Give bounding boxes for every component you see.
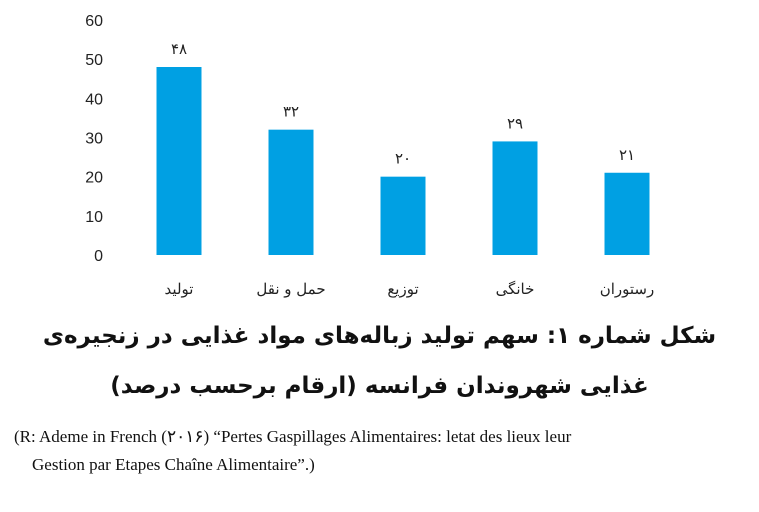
y-tick-label: 20 xyxy=(85,170,103,187)
x-category-label: تولید xyxy=(165,280,194,298)
bar-chart: 0 10 20 30 40 50 60 ۴۸ تولید ۳۲ حمل و نقل ۲۰ توزیع ۲۹… xyxy=(85,13,655,298)
data-label: ۴۸ xyxy=(171,40,187,58)
y-tick-label: 30 xyxy=(85,131,103,148)
figure-caption-line-2: غذایی شهروندان فرانسه (ارقام برحسب درصد) xyxy=(110,373,649,399)
y-tick-label: 10 xyxy=(85,209,103,226)
source-citation-line-2: Gestion par Etapes Chaîne Alimentaire”.) xyxy=(32,455,315,474)
bar xyxy=(380,176,426,255)
x-category-label: توزیع xyxy=(387,280,418,298)
y-tick-label: 0 xyxy=(94,248,103,265)
x-category-label: حمل و نقل xyxy=(256,280,325,298)
x-category-label: رستوران xyxy=(600,280,655,298)
data-label: ۳۲ xyxy=(283,103,299,121)
bar xyxy=(604,172,650,255)
y-tick-label: 40 xyxy=(85,91,103,108)
figure-caption-line-1: شکل شماره ۱: سهم تولید زباله‌های مواد غذ… xyxy=(42,323,717,349)
bar xyxy=(492,141,538,255)
y-tick-label: 50 xyxy=(85,52,103,69)
x-category-label: خانگی xyxy=(496,280,535,298)
data-label: ۲۹ xyxy=(507,114,523,132)
y-tick-label: 60 xyxy=(85,13,103,30)
data-label: ۲۱ xyxy=(619,146,635,164)
data-label: ۲۰ xyxy=(395,150,411,168)
bar xyxy=(268,129,314,255)
source-citation-line-1: (R: Ademe in French (۲۰۱۶) “Pertes Gaspi… xyxy=(14,427,572,446)
bar xyxy=(156,67,202,255)
